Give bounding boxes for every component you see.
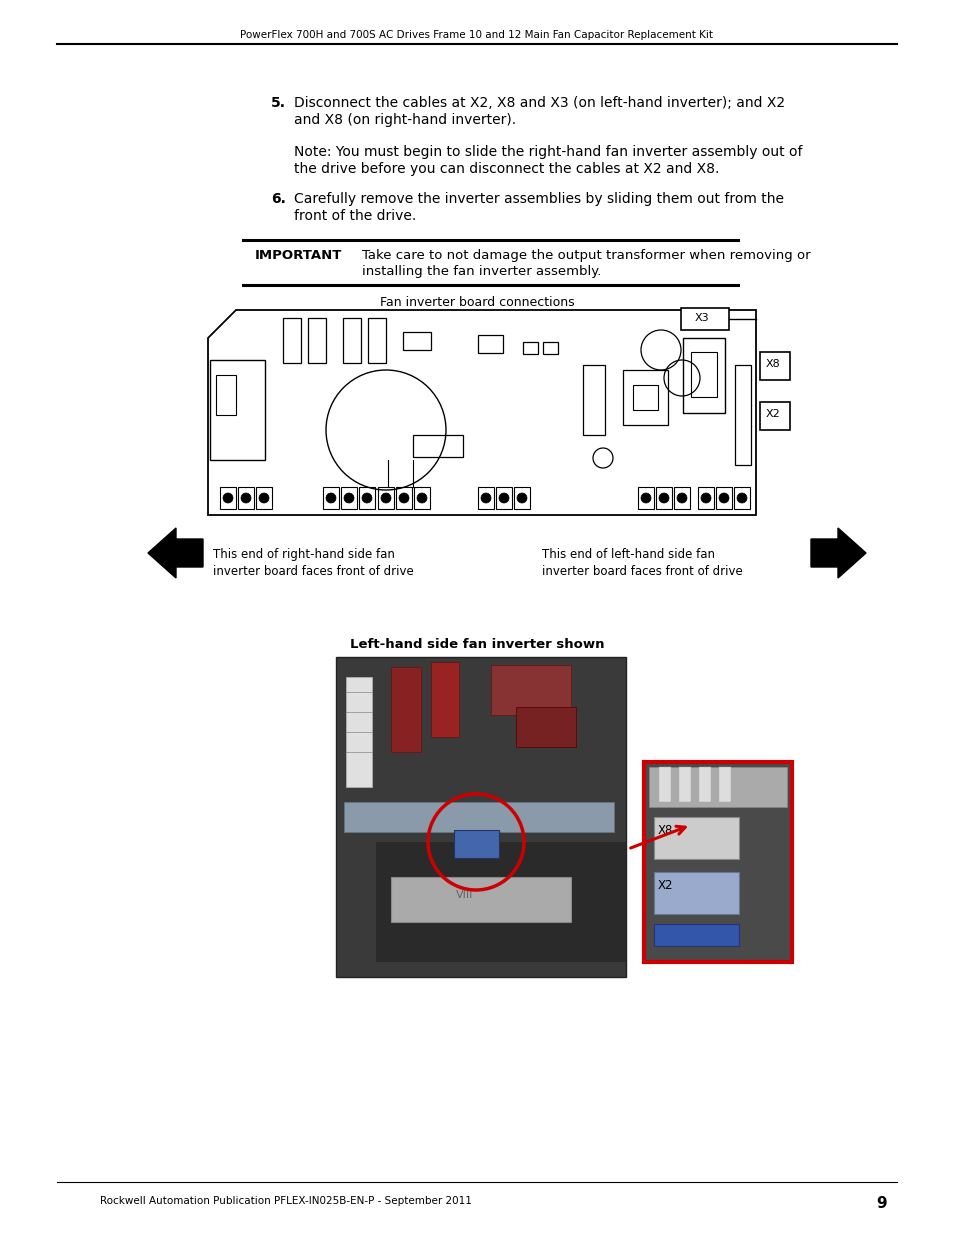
Circle shape bbox=[380, 493, 391, 503]
Circle shape bbox=[223, 493, 233, 503]
Text: PowerFlex 700H and 700S AC Drives Frame 10 and 12 Main Fan Capacitor Replacement: PowerFlex 700H and 700S AC Drives Frame … bbox=[240, 30, 713, 40]
Text: X2: X2 bbox=[765, 409, 780, 419]
Text: X3: X3 bbox=[695, 312, 709, 324]
Text: 6.: 6. bbox=[271, 191, 286, 206]
Text: inverter board faces front of drive: inverter board faces front of drive bbox=[213, 564, 414, 578]
Polygon shape bbox=[648, 767, 786, 806]
Polygon shape bbox=[679, 767, 690, 802]
Text: and X8 (on right-hand inverter).: and X8 (on right-hand inverter). bbox=[294, 112, 516, 127]
Text: Disconnect the cables at X2, X8 and X3 (on left-hand inverter); and X2: Disconnect the cables at X2, X8 and X3 (… bbox=[294, 96, 784, 110]
Text: This end of right-hand side fan: This end of right-hand side fan bbox=[213, 548, 395, 561]
Polygon shape bbox=[654, 818, 739, 860]
Polygon shape bbox=[454, 830, 498, 858]
Polygon shape bbox=[431, 662, 458, 737]
Polygon shape bbox=[391, 877, 571, 923]
Text: 5.: 5. bbox=[271, 96, 286, 110]
Text: inverter board faces front of drive: inverter board faces front of drive bbox=[541, 564, 742, 578]
Circle shape bbox=[737, 493, 746, 503]
Circle shape bbox=[480, 493, 491, 503]
Text: X8: X8 bbox=[765, 359, 780, 369]
Polygon shape bbox=[516, 706, 576, 747]
Circle shape bbox=[326, 493, 335, 503]
Polygon shape bbox=[680, 308, 728, 330]
Text: the drive before you can disconnect the cables at X2 and X8.: the drive before you can disconnect the … bbox=[294, 162, 719, 177]
Text: Fan inverter board connections: Fan inverter board connections bbox=[379, 296, 574, 309]
Text: X8: X8 bbox=[658, 824, 673, 837]
Text: IMPORTANT: IMPORTANT bbox=[254, 249, 342, 262]
Text: Left-hand side fan inverter shown: Left-hand side fan inverter shown bbox=[350, 638, 603, 651]
FancyArrow shape bbox=[810, 529, 865, 578]
Text: Note: You must begin to slide the right-hand fan inverter assembly out of: Note: You must begin to slide the right-… bbox=[294, 144, 801, 159]
Text: front of the drive.: front of the drive. bbox=[294, 209, 416, 224]
Polygon shape bbox=[344, 802, 614, 832]
Circle shape bbox=[361, 493, 372, 503]
Polygon shape bbox=[654, 924, 739, 946]
Text: installing the fan inverter assembly.: installing the fan inverter assembly. bbox=[361, 266, 600, 278]
Polygon shape bbox=[760, 403, 789, 430]
Polygon shape bbox=[699, 767, 710, 802]
Text: 9: 9 bbox=[875, 1195, 885, 1212]
Text: This end of left-hand side fan: This end of left-hand side fan bbox=[541, 548, 714, 561]
Circle shape bbox=[700, 493, 710, 503]
Polygon shape bbox=[659, 767, 670, 802]
Polygon shape bbox=[346, 677, 372, 787]
Text: Carefully remove the inverter assemblies by sliding them out from the: Carefully remove the inverter assemblies… bbox=[294, 191, 783, 206]
Circle shape bbox=[677, 493, 686, 503]
Polygon shape bbox=[391, 667, 420, 752]
Text: VIII: VIII bbox=[456, 890, 473, 900]
Circle shape bbox=[398, 493, 409, 503]
Circle shape bbox=[258, 493, 269, 503]
Polygon shape bbox=[654, 872, 739, 914]
Text: X2: X2 bbox=[658, 879, 673, 892]
Text: Take care to not damage the output transformer when removing or: Take care to not damage the output trans… bbox=[361, 249, 810, 262]
Polygon shape bbox=[719, 767, 730, 802]
Circle shape bbox=[344, 493, 354, 503]
Circle shape bbox=[241, 493, 251, 503]
Polygon shape bbox=[335, 657, 625, 977]
Circle shape bbox=[640, 493, 650, 503]
Polygon shape bbox=[375, 842, 625, 962]
Circle shape bbox=[719, 493, 728, 503]
Circle shape bbox=[659, 493, 668, 503]
Circle shape bbox=[498, 493, 509, 503]
FancyArrow shape bbox=[148, 529, 203, 578]
Circle shape bbox=[416, 493, 427, 503]
Circle shape bbox=[517, 493, 526, 503]
Text: Rockwell Automation Publication PFLEX-IN025B-EN-P - September 2011: Rockwell Automation Publication PFLEX-IN… bbox=[100, 1195, 472, 1207]
Polygon shape bbox=[760, 352, 789, 380]
Polygon shape bbox=[643, 762, 791, 962]
Polygon shape bbox=[491, 664, 571, 715]
